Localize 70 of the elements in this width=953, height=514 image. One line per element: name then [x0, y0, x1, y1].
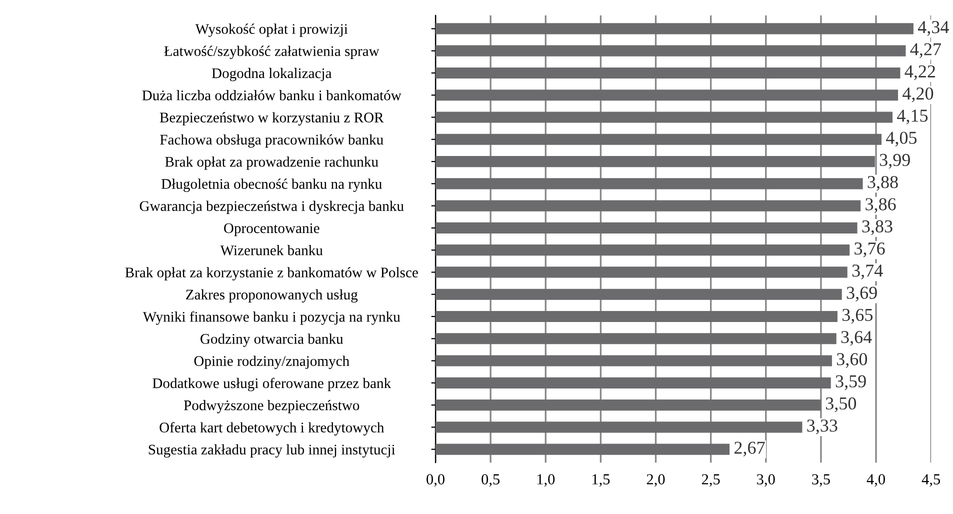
y-tick-label: Zakres proponowanych usług	[186, 289, 358, 303]
data-label: 4,27	[910, 43, 941, 58]
y-tick-label: Dogodna lokalizacja	[212, 68, 332, 82]
x-tick-label: 4,5	[922, 474, 940, 487]
data-label: 3,33	[807, 420, 838, 434]
data-label: 4,22	[904, 65, 936, 80]
y-tick-label: Wyniki finansowe banku i pozycja na rynku	[142, 311, 400, 325]
x-tick-label: 2,0	[646, 474, 665, 487]
x-tick-label: 1,0	[537, 474, 555, 487]
x-tick-label: 0,5	[482, 474, 500, 487]
y-tick-label: Długoletnia obecność banku na rynku	[161, 178, 382, 192]
bar	[436, 23, 914, 34]
bar	[436, 288, 842, 300]
data-label: 3,65	[842, 308, 873, 324]
bar	[436, 156, 875, 168]
data-label: 3,88	[868, 176, 898, 191]
data-label: 3,86	[866, 198, 896, 213]
bar	[436, 45, 906, 56]
data-label: 4,34	[918, 21, 949, 36]
bar	[436, 90, 898, 101]
x-tick-label: 4,0	[866, 474, 885, 487]
bar	[436, 112, 893, 123]
data-label: 3,76	[854, 242, 885, 258]
bar	[436, 222, 858, 234]
bar	[436, 310, 838, 322]
bar	[436, 355, 832, 366]
bar	[436, 200, 861, 212]
bar	[436, 377, 831, 388]
bar	[436, 400, 821, 411]
x-tick-label: 0,0	[426, 474, 444, 487]
y-tick-label: Duża liczba oddziałów banku i bankomatów	[142, 90, 402, 100]
data-label: 3,99	[880, 154, 910, 169]
bar	[436, 178, 863, 190]
y-tick-label: Dodatkowe usługi oferowane przez bank	[152, 378, 392, 392]
data-label: 4,05	[886, 132, 917, 147]
y-tick-label: Podwyższone bezpieczeństwo	[184, 400, 360, 414]
bar	[436, 244, 850, 256]
y-tick-label: Oferta kart debetowych i kredytowych	[160, 422, 384, 436]
bar	[436, 444, 730, 455]
y-tick-label: Brak opłat za korzystanie z bankomatów w Polsce	[125, 267, 418, 280]
y-tick-label: Fachowa obsługa pracowników banku	[160, 134, 384, 148]
y-tick-label: Godziny otwarcia banku	[200, 334, 344, 347]
bar	[436, 333, 836, 344]
y-tick-label: Wizerunek banku	[220, 245, 323, 256]
y-tick-label: Oprocentowanie	[224, 223, 320, 236]
data-label: 3,59	[836, 375, 866, 390]
y-tick-label: Łatwość/szybkość załatwienia spraw	[164, 46, 380, 60]
data-label: 3,50	[826, 397, 856, 412]
data-label: 3,60	[837, 353, 868, 368]
bar	[436, 266, 848, 278]
y-tick-label: Bezpieczeństwo w korzystaniu z ROR	[160, 112, 384, 126]
data-label: 4,20	[902, 87, 934, 102]
y-tick-label: Wysokość opłat i prowizji	[195, 24, 348, 37]
data-label: 4,15	[897, 110, 928, 124]
x-tick-label: 2,5	[702, 474, 720, 487]
y-tick-label: Sugestia zakładu pracy lub innej instytucji	[148, 444, 396, 458]
bar	[436, 67, 900, 79]
data-label: 3,83	[862, 220, 892, 236]
data-label: 3,69	[846, 286, 877, 302]
data-label: 2,67	[734, 442, 765, 456]
data-label: 3,74	[852, 264, 883, 280]
data-label: 3,64	[841, 331, 872, 346]
bar	[436, 422, 802, 433]
y-tick-label: Brak opłat za prowadzenie rachunku	[165, 156, 378, 170]
x-tick-label: 1,5	[592, 474, 610, 487]
bar	[436, 134, 882, 145]
x-tick-label: 3,0	[757, 474, 775, 487]
y-tick-label: Opinie rodziny/znajomych	[194, 356, 350, 369]
x-tick-label: 3,5	[812, 474, 830, 487]
y-tick-label: Gwarancja bezpieczeństwa i dyskrecja banku	[140, 200, 404, 214]
